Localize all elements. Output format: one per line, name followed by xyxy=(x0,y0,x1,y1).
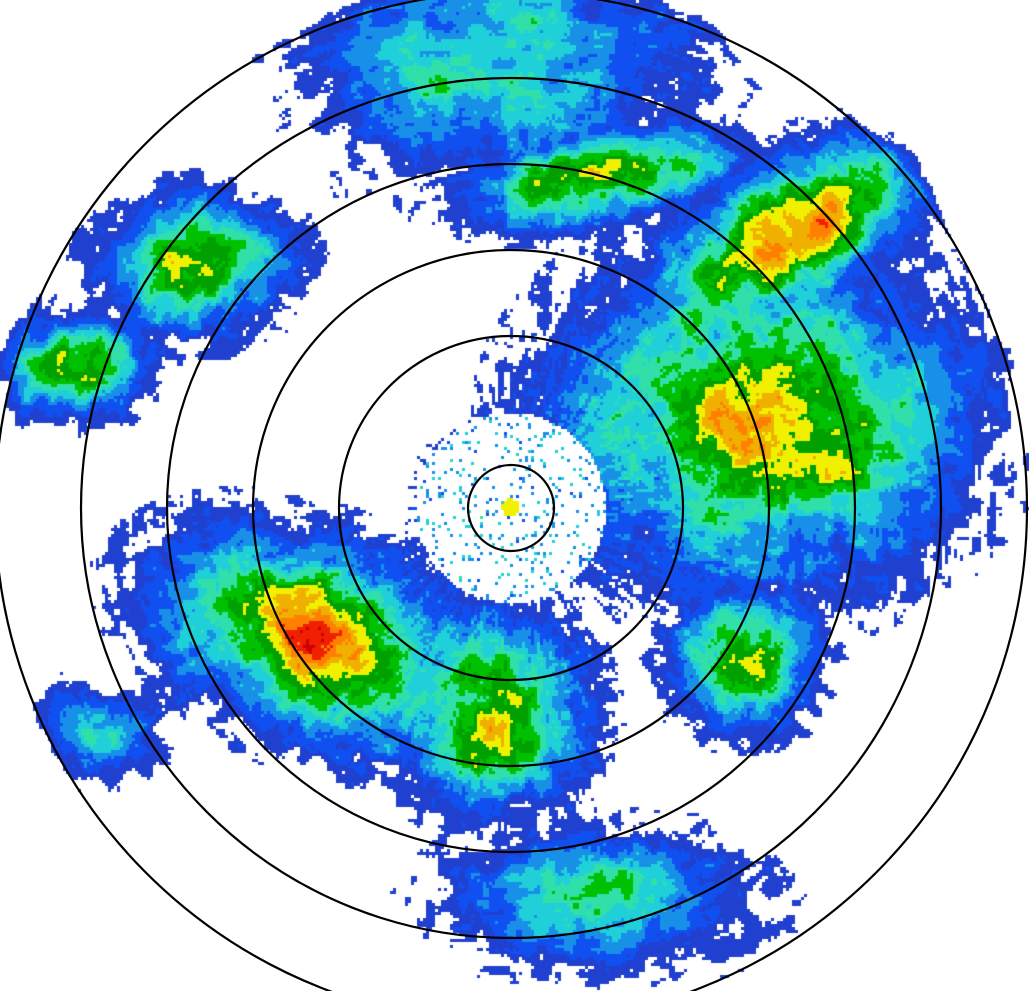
radar-reflectivity-canvas[interactable] xyxy=(0,0,1029,991)
radar-display xyxy=(0,0,1029,991)
